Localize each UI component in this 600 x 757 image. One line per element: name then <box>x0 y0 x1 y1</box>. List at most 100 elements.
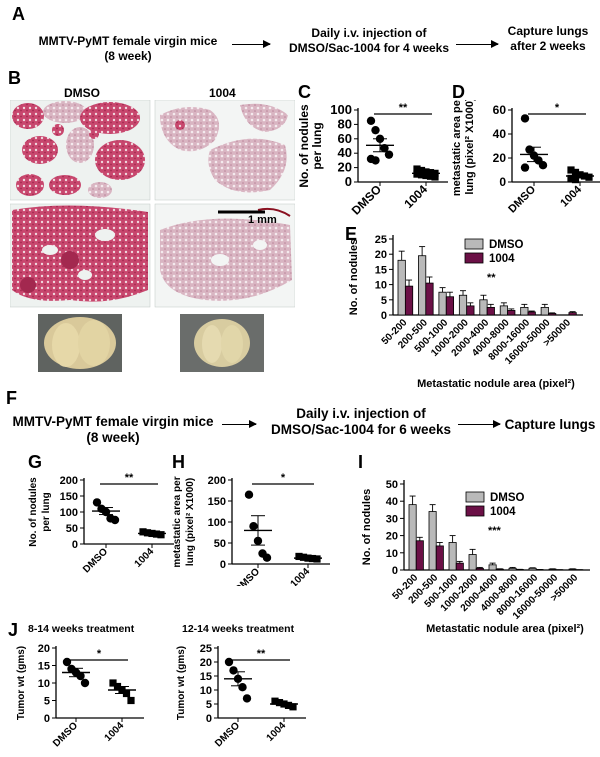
scale-bar-label: 1 mm <box>248 214 277 226</box>
bar <box>475 567 484 571</box>
bar <box>397 259 406 316</box>
x-tick-label: 1004 <box>265 720 289 744</box>
y-tick-label: 20 <box>386 531 398 543</box>
significance-label: * <box>281 472 286 484</box>
data-point <box>567 166 575 174</box>
y-tick-label: 40 <box>386 496 398 508</box>
data-point <box>76 671 85 681</box>
flow-f-step-2-line-1: Daily i.v. injection of <box>296 406 426 421</box>
data-point <box>380 143 389 153</box>
data-point <box>413 170 421 178</box>
y-tick-label: 5 <box>44 696 50 708</box>
flow-f-step-1: MMTV-PyMT female virgin mice (8 week) <box>8 414 218 446</box>
bar <box>428 511 437 571</box>
y-tick-label: 200 <box>60 475 78 487</box>
y-tick-label: 15 <box>38 661 50 673</box>
y-tick-label: 20 <box>375 249 387 261</box>
y-tick-label: 50 <box>214 538 226 550</box>
data-point <box>262 553 272 562</box>
bar <box>548 313 557 316</box>
y-tick-label: 100 <box>60 507 78 519</box>
column-label-dmso: DMSO <box>64 86 100 100</box>
flow-f-step-2-line-2: DMSO/Sac-1004 for 6 weeks <box>270 422 452 437</box>
flow-f-step-3-line-1: Capture lungs <box>504 417 596 432</box>
data-point <box>271 697 279 705</box>
x-tick-label: 1004 <box>133 546 157 570</box>
y-tick-label: 0 <box>345 174 352 189</box>
significance-label: ** <box>399 102 408 114</box>
y-tick-label: 200 <box>208 475 226 487</box>
flow-a-step-3: Capture lungs after 2 weeks <box>500 24 596 54</box>
data-point <box>238 683 247 692</box>
bar <box>540 307 549 316</box>
bar <box>448 542 457 571</box>
panel-label-h: H <box>172 452 185 472</box>
y-tick-label: 0 <box>381 310 387 322</box>
bar <box>466 305 475 316</box>
bar <box>568 568 577 571</box>
histology-1004-top <box>154 100 295 201</box>
data-point <box>520 114 530 123</box>
data-point <box>110 515 120 525</box>
x-tick-label: DMSO <box>506 183 538 215</box>
bar <box>438 291 447 316</box>
histology-dmso-bottom <box>10 203 151 308</box>
panel-label-e: E <box>345 224 358 244</box>
data-point <box>109 679 117 687</box>
legend-swatch <box>464 252 484 264</box>
chart-g: No. of nodules per lung 0 50 100 150 200 DMSO 10… <box>28 472 174 575</box>
x-tick-label: DMSO <box>349 182 384 217</box>
bar <box>520 307 529 316</box>
panel-label-j: J <box>8 620 19 640</box>
data-point <box>127 696 135 705</box>
data-point <box>426 172 435 180</box>
y-tick-label: 100 <box>330 102 352 117</box>
data-point <box>366 116 376 125</box>
y-tick-label: 150 <box>60 491 78 503</box>
legend-label: 1004 <box>490 506 516 518</box>
bar <box>479 299 488 316</box>
panel-label-g: G <box>28 452 43 472</box>
flow-f-arrow-1 <box>222 420 257 428</box>
bar <box>408 504 417 571</box>
y-tick-label: 10 <box>375 280 387 292</box>
x-tick-label: DMSO <box>213 720 242 749</box>
panel-label-f: F <box>6 388 17 408</box>
legend-label: DMSO <box>490 492 525 504</box>
flow-a-step-2: Daily i.v. injection of DMSO/Sac-1004 fo… <box>284 26 454 56</box>
bar <box>495 568 504 571</box>
significance-label: * <box>555 102 560 114</box>
chart-e: No. of nodules051015202550-200200-500500… <box>348 234 583 390</box>
bar <box>418 255 427 316</box>
y-tick-label: 15 <box>200 671 212 683</box>
panel-label-d: D <box>452 82 465 102</box>
data-point <box>585 173 593 181</box>
flow-a-step-3-line-1: Capture lungs <box>507 24 589 38</box>
data-point <box>244 490 254 499</box>
panel-label-c: C <box>298 82 311 102</box>
bar <box>455 562 464 571</box>
flow-a-step-1-line-2: (8 week) <box>104 49 152 63</box>
bar <box>527 311 536 316</box>
y-tick-label: 40 <box>493 127 507 141</box>
y-tick-label: 60 <box>338 131 352 146</box>
data-point <box>384 150 394 159</box>
data-point <box>249 522 258 531</box>
y-axis-label: No. of nodules <box>298 104 311 188</box>
data-point <box>371 125 380 135</box>
y-axis-label: No. of nodules <box>348 239 360 315</box>
histology-dmso-top <box>10 100 151 201</box>
data-point <box>92 498 102 507</box>
y-axis-label-2: per lung <box>310 122 324 169</box>
legend-swatch <box>464 238 484 250</box>
y-tick-label: 0 <box>206 713 212 725</box>
y-tick-label: 40 <box>338 145 352 160</box>
flow-a-step-1: MMTV-PyMT female virgin mice (8 week) <box>28 34 228 64</box>
data-point <box>295 552 303 561</box>
x-tick-label: 1004 <box>558 183 584 209</box>
legend-label: 1004 <box>489 253 515 265</box>
column-label-1004: 1004 <box>209 86 236 100</box>
y-tick-label: 5 <box>381 295 387 307</box>
data-point <box>417 166 426 175</box>
